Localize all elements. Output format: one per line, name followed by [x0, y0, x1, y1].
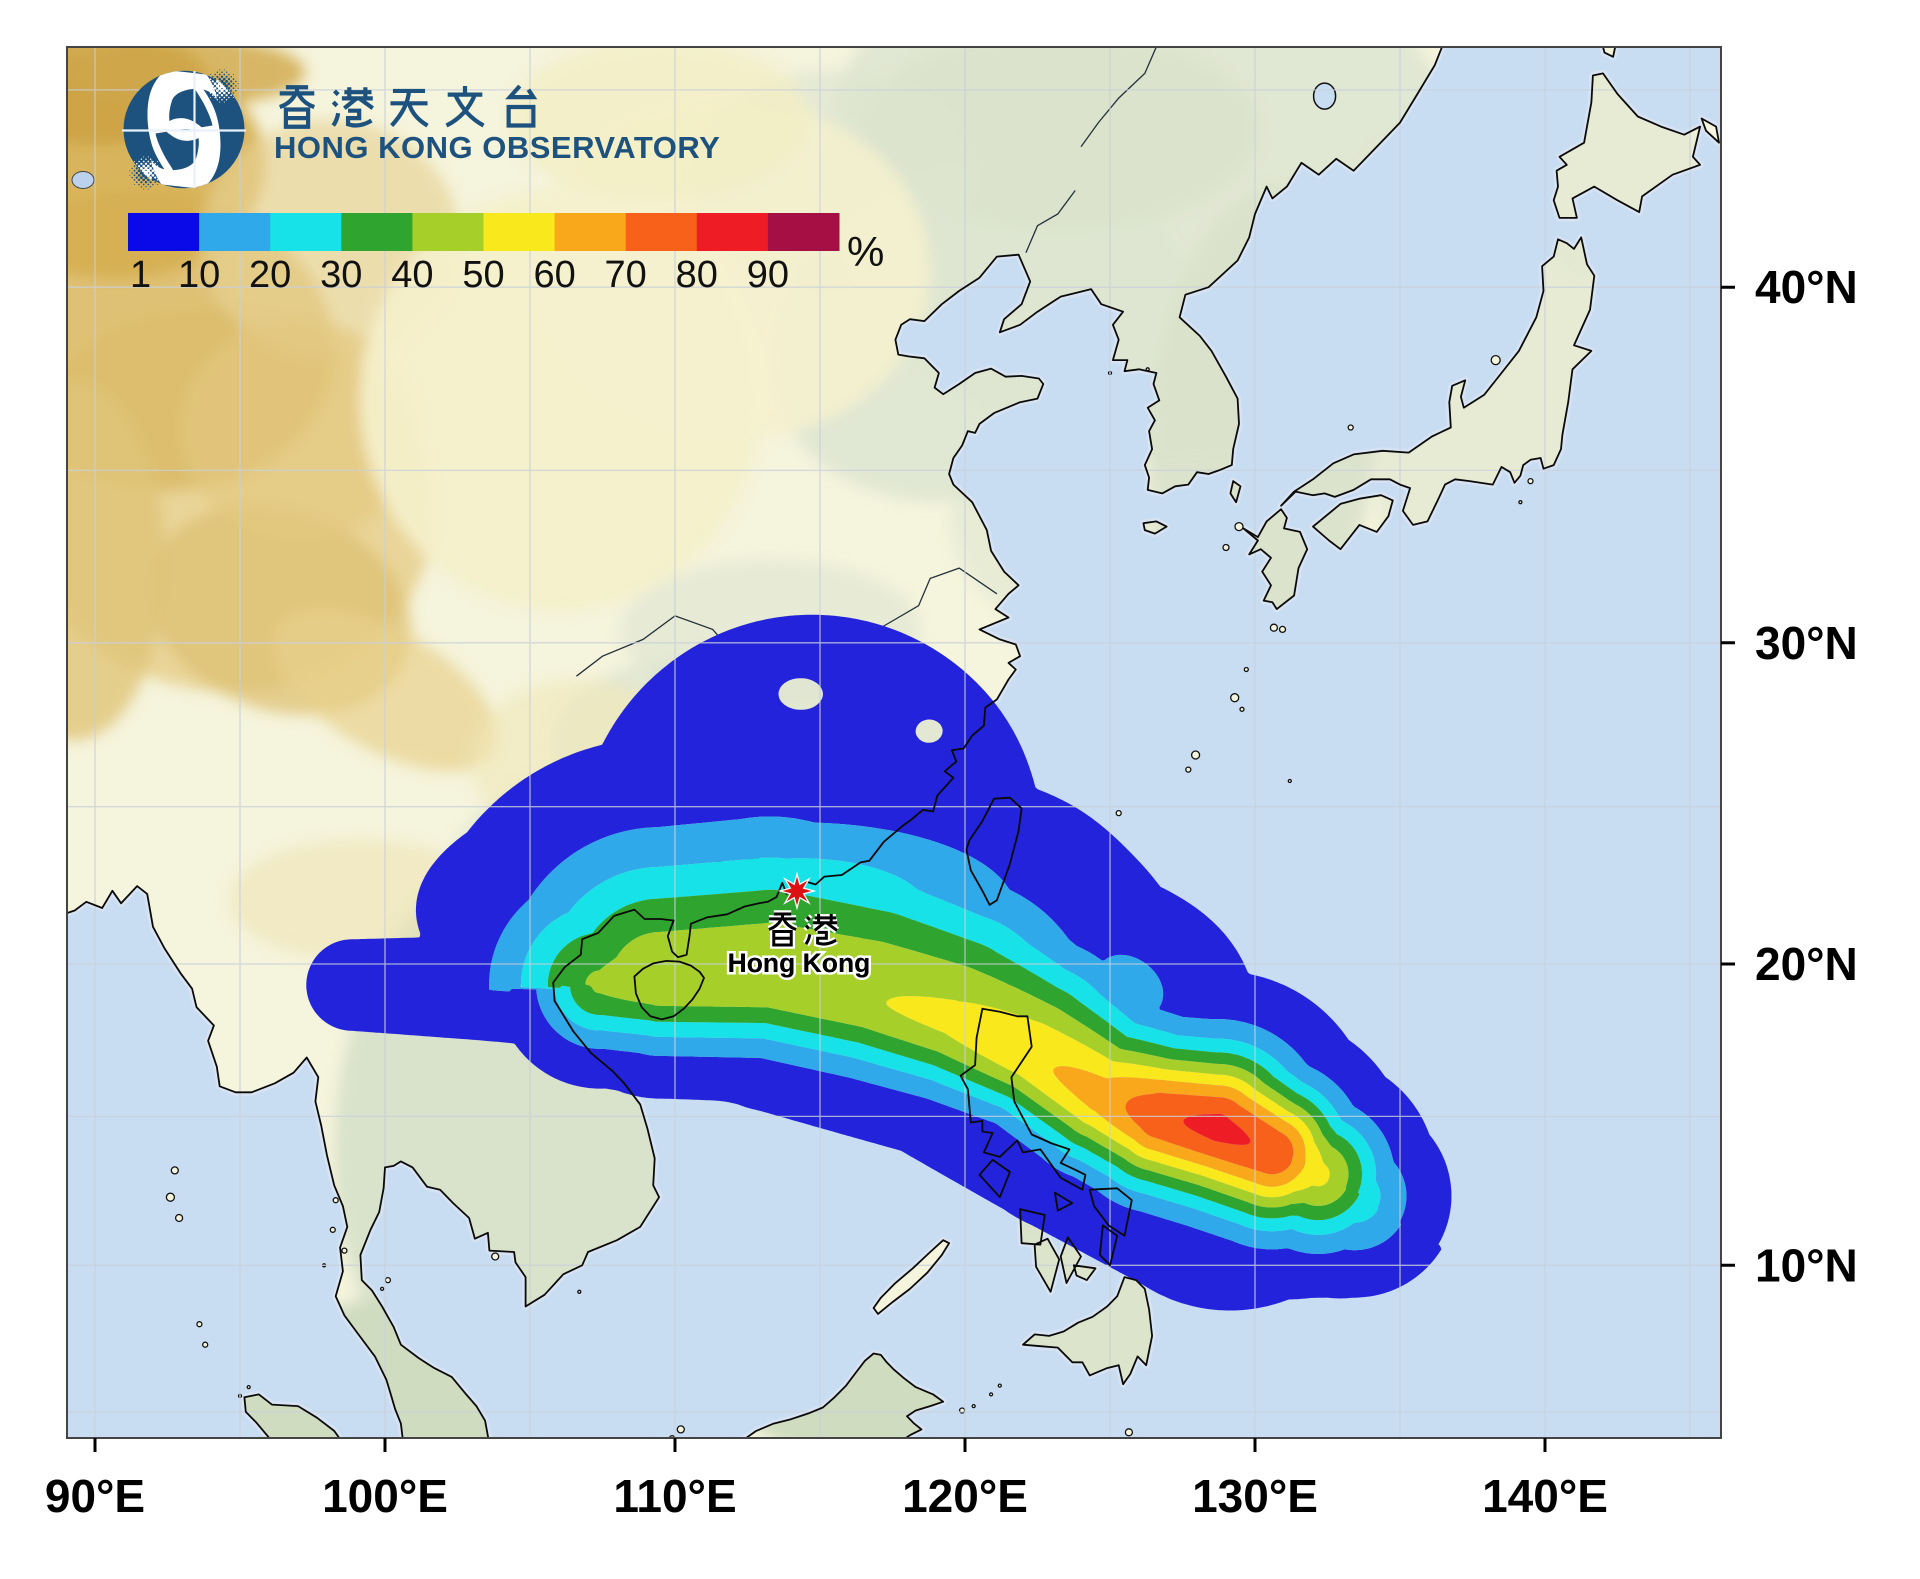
svg-text:60: 60	[533, 254, 575, 296]
svg-text:90°E: 90°E	[45, 1470, 145, 1522]
svg-text:Hong Kong: Hong Kong	[728, 948, 871, 978]
svg-text:30°N: 30°N	[1755, 617, 1858, 669]
svg-text:70: 70	[605, 254, 647, 296]
svg-text:130°E: 130°E	[1192, 1470, 1318, 1522]
svg-text:40: 40	[391, 254, 433, 296]
svg-text:10°N: 10°N	[1755, 1239, 1858, 1291]
svg-text:10: 10	[178, 254, 220, 296]
svg-text:1: 1	[130, 254, 151, 296]
svg-text:40°N: 40°N	[1755, 261, 1858, 313]
svg-text:110°E: 110°E	[613, 1470, 736, 1522]
svg-text:140°E: 140°E	[1482, 1470, 1608, 1522]
svg-text:80: 80	[676, 254, 718, 296]
svg-text:20: 20	[249, 254, 291, 296]
svg-text:120°E: 120°E	[902, 1470, 1028, 1522]
svg-text:20°N: 20°N	[1755, 938, 1858, 990]
svg-text:100°E: 100°E	[322, 1470, 448, 1522]
svg-text:90: 90	[747, 254, 789, 296]
svg-text:%: %	[847, 228, 884, 275]
svg-text:Hong Kong: Hong Kong	[728, 948, 871, 978]
svg-text:HONG KONG OBSERVATORY: HONG KONG OBSERVATORY	[274, 130, 720, 165]
svg-text:50: 50	[462, 254, 504, 296]
svg-text:30: 30	[320, 254, 362, 296]
